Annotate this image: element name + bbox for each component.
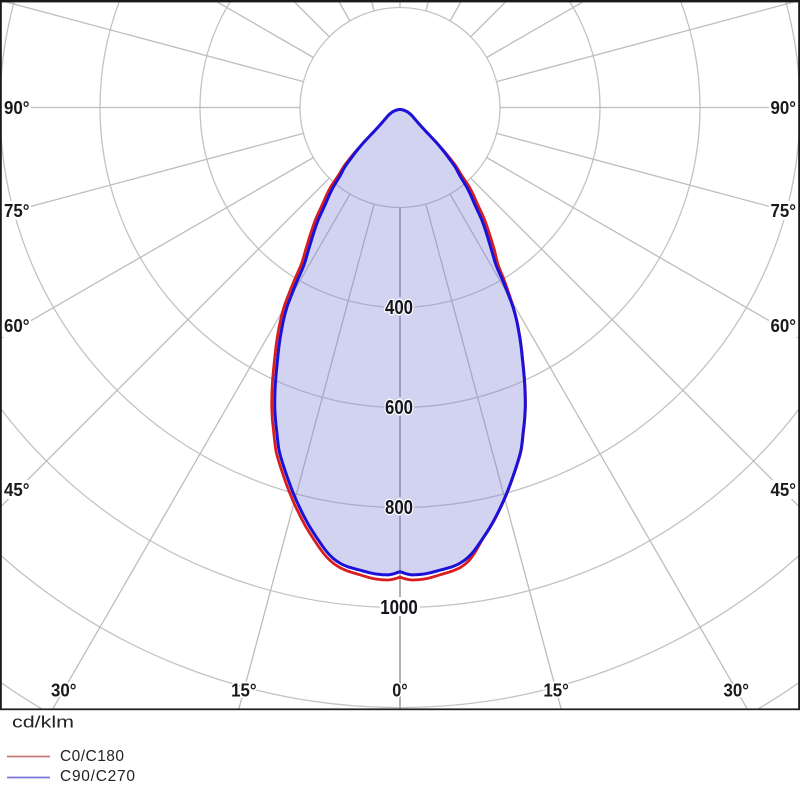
svg-text:75°: 75° [771,200,797,221]
svg-text:45°: 45° [771,479,797,500]
svg-text:75°: 75° [4,200,30,221]
svg-text:15°: 15° [231,680,257,701]
svg-text:15°: 15° [543,680,569,701]
svg-text:C90/C270: C90/C270 [60,768,135,785]
svg-text:C0/C180: C0/C180 [60,748,124,765]
svg-text:cd/klm: cd/klm [12,713,74,732]
svg-text:90°: 90° [4,97,30,118]
svg-text:1000: 1000 [380,597,418,619]
svg-text:30°: 30° [51,680,77,701]
svg-text:800: 800 [385,497,413,519]
svg-text:600: 600 [385,397,413,419]
svg-text:60°: 60° [4,315,30,336]
svg-text:400: 400 [385,297,413,319]
svg-text:60°: 60° [771,315,797,336]
svg-text:45°: 45° [4,479,30,500]
svg-text:30°: 30° [724,680,750,701]
svg-text:0°: 0° [392,680,408,701]
svg-text:90°: 90° [771,97,797,118]
